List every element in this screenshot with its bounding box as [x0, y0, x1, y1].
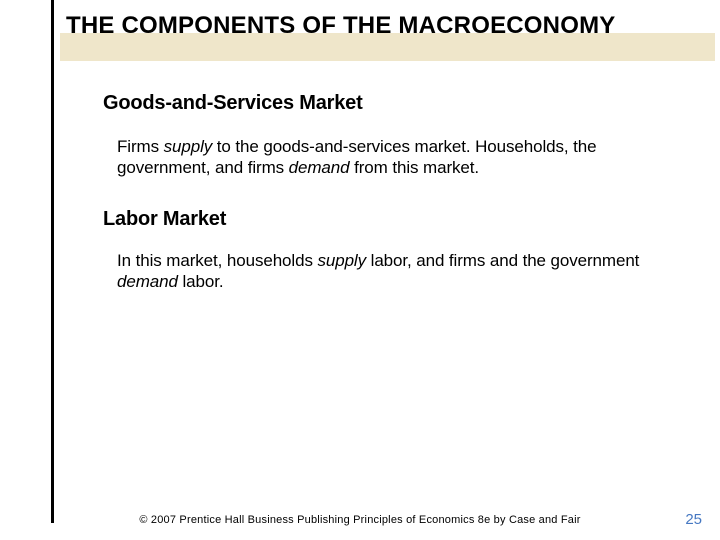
- slide: CHAPTER 18: Introduction to Macroeconomi…: [0, 0, 720, 540]
- chapter-label: CHAPTER 18: Introduction to Macroeconomi…: [0, 18, 2, 518]
- section-paragraph: In this market, households supply labor,…: [117, 251, 678, 292]
- page-number: 25: [685, 511, 702, 528]
- footer-copyright: © 2007 Prentice Hall Business Publishing…: [0, 514, 720, 526]
- vertical-rule: [51, 0, 54, 523]
- section-paragraph: Firms supply to the goods-and-services m…: [117, 137, 678, 178]
- slide-title: THE COMPONENTS OF THE MACROECONOMY: [66, 12, 615, 40]
- section-heading: Goods-and-Services Market: [103, 92, 678, 115]
- section-heading: Labor Market: [103, 208, 678, 231]
- content-area: Goods-and-Services Market Firms supply to…: [103, 92, 678, 293]
